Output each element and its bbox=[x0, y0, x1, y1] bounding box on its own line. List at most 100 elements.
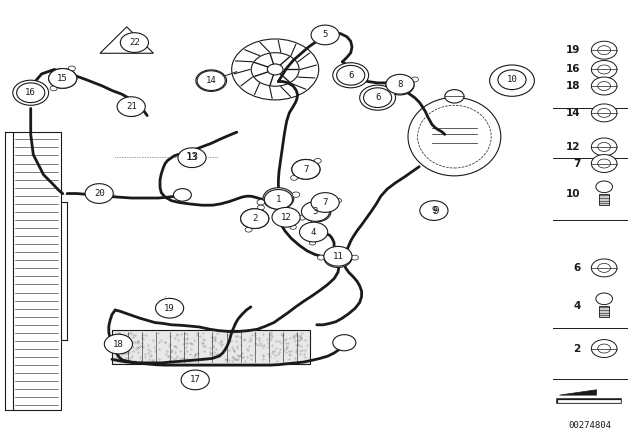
Text: 15: 15 bbox=[58, 74, 68, 83]
Text: 9: 9 bbox=[431, 206, 436, 215]
Text: 7: 7 bbox=[303, 165, 308, 174]
Circle shape bbox=[301, 202, 330, 221]
Circle shape bbox=[598, 46, 611, 55]
Text: 5: 5 bbox=[323, 30, 328, 39]
Circle shape bbox=[117, 97, 145, 116]
Text: 20: 20 bbox=[94, 189, 104, 198]
Text: 21: 21 bbox=[126, 102, 136, 111]
Circle shape bbox=[598, 142, 611, 151]
Circle shape bbox=[311, 25, 339, 45]
Circle shape bbox=[303, 202, 331, 222]
Bar bbox=[112, 330, 310, 364]
Text: 12: 12 bbox=[281, 213, 291, 222]
Text: 6: 6 bbox=[375, 93, 380, 102]
Circle shape bbox=[13, 80, 49, 105]
Circle shape bbox=[241, 209, 269, 228]
Circle shape bbox=[328, 204, 335, 209]
Bar bbox=[599, 306, 609, 317]
Circle shape bbox=[591, 155, 617, 172]
Circle shape bbox=[247, 213, 262, 224]
Circle shape bbox=[241, 209, 269, 228]
Text: 1: 1 bbox=[276, 195, 281, 204]
Circle shape bbox=[445, 90, 464, 103]
Text: 9: 9 bbox=[432, 207, 438, 216]
Text: 00274804: 00274804 bbox=[568, 421, 612, 430]
Circle shape bbox=[307, 227, 321, 237]
Circle shape bbox=[55, 73, 70, 84]
Circle shape bbox=[309, 241, 316, 245]
Circle shape bbox=[292, 159, 320, 179]
Text: 16: 16 bbox=[26, 88, 36, 97]
Circle shape bbox=[298, 164, 314, 175]
Circle shape bbox=[156, 298, 184, 318]
Text: 19: 19 bbox=[164, 304, 175, 313]
Circle shape bbox=[173, 189, 191, 201]
Circle shape bbox=[301, 223, 326, 241]
Circle shape bbox=[268, 64, 283, 75]
Circle shape bbox=[364, 88, 392, 108]
Circle shape bbox=[264, 190, 292, 209]
Circle shape bbox=[314, 194, 337, 211]
Circle shape bbox=[298, 215, 305, 220]
Circle shape bbox=[257, 205, 264, 210]
Text: 14: 14 bbox=[566, 108, 580, 118]
Circle shape bbox=[490, 65, 534, 96]
Text: 18: 18 bbox=[566, 81, 580, 91]
Text: 17: 17 bbox=[190, 375, 200, 384]
Circle shape bbox=[333, 63, 369, 88]
Text: 7: 7 bbox=[573, 159, 580, 168]
Bar bbox=[599, 194, 609, 205]
Circle shape bbox=[232, 39, 319, 100]
Text: ⚠: ⚠ bbox=[122, 38, 131, 48]
Ellipse shape bbox=[408, 98, 500, 176]
Circle shape bbox=[292, 192, 300, 197]
Circle shape bbox=[272, 207, 300, 227]
Circle shape bbox=[309, 207, 324, 217]
Circle shape bbox=[314, 159, 321, 164]
Circle shape bbox=[591, 104, 617, 122]
Circle shape bbox=[598, 82, 611, 90]
Text: 2: 2 bbox=[573, 344, 580, 353]
Circle shape bbox=[333, 335, 356, 351]
Text: 11: 11 bbox=[333, 252, 343, 261]
Circle shape bbox=[591, 259, 617, 277]
Circle shape bbox=[330, 252, 346, 263]
Circle shape bbox=[263, 188, 294, 209]
Text: 7: 7 bbox=[323, 198, 328, 207]
Circle shape bbox=[324, 246, 352, 266]
Bar bbox=[13, 132, 61, 410]
Circle shape bbox=[85, 184, 113, 203]
Circle shape bbox=[196, 70, 227, 91]
Text: 13: 13 bbox=[186, 152, 198, 162]
Circle shape bbox=[420, 201, 448, 220]
Circle shape bbox=[104, 334, 132, 354]
Circle shape bbox=[50, 86, 57, 91]
Circle shape bbox=[257, 200, 264, 205]
Text: 2: 2 bbox=[252, 214, 257, 223]
Text: 13: 13 bbox=[187, 153, 197, 162]
Circle shape bbox=[245, 227, 252, 232]
Circle shape bbox=[68, 66, 76, 71]
Circle shape bbox=[386, 74, 414, 94]
Circle shape bbox=[336, 198, 342, 202]
Circle shape bbox=[324, 248, 352, 267]
Text: 6: 6 bbox=[573, 263, 580, 273]
Circle shape bbox=[291, 175, 298, 180]
Polygon shape bbox=[100, 27, 154, 53]
Circle shape bbox=[498, 70, 526, 90]
Circle shape bbox=[197, 71, 225, 90]
Text: 16: 16 bbox=[566, 65, 580, 74]
Text: 19: 19 bbox=[566, 45, 580, 55]
Text: 22: 22 bbox=[129, 38, 140, 47]
Circle shape bbox=[596, 293, 612, 305]
Polygon shape bbox=[559, 390, 596, 395]
Circle shape bbox=[178, 148, 206, 168]
Circle shape bbox=[351, 255, 358, 260]
Circle shape bbox=[312, 219, 318, 224]
Circle shape bbox=[386, 75, 414, 95]
Text: 8: 8 bbox=[397, 80, 403, 89]
Circle shape bbox=[270, 193, 287, 204]
Circle shape bbox=[591, 60, 617, 78]
Circle shape bbox=[598, 108, 611, 117]
Circle shape bbox=[308, 202, 314, 207]
